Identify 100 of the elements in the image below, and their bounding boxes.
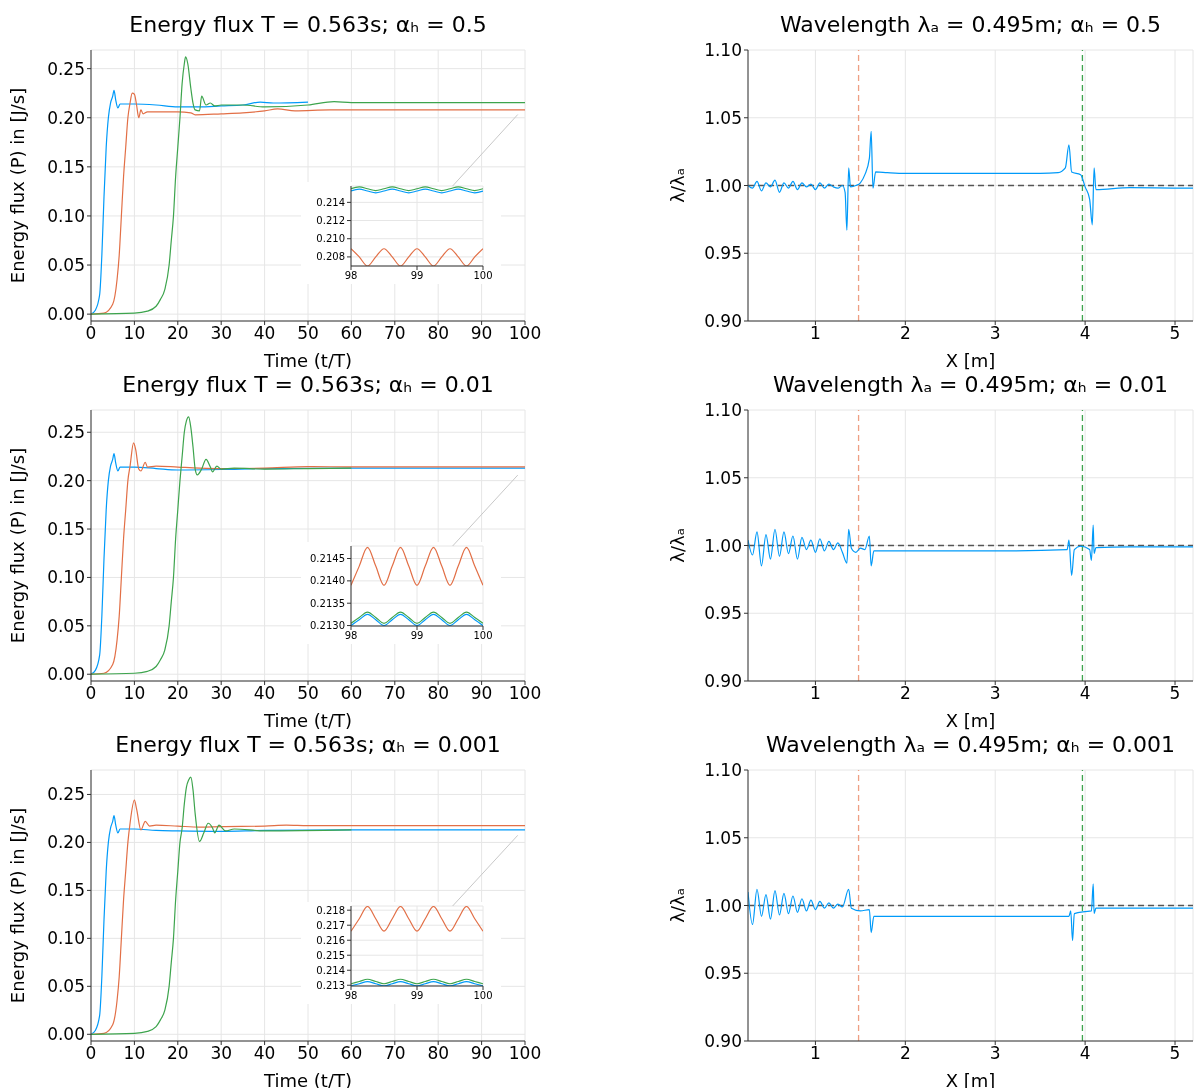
x-tick-label: 2: [899, 1043, 911, 1064]
x-tick-label: 30: [210, 683, 233, 704]
y-tick-label: 0.10: [47, 928, 85, 949]
y-axis-title: Energy flux (P) in [J/s]: [7, 87, 29, 284]
y-axis-title: Energy flux (P) in [J/s]: [7, 447, 29, 644]
y-tick-label: 0.00: [47, 664, 85, 685]
x-tick-label: 100: [473, 270, 493, 282]
x-tick-label: 100: [508, 683, 542, 704]
y-tick-label: 0.20: [47, 470, 85, 491]
x-axis-title: X [m]: [945, 350, 996, 371]
y-tick-label: 0.214: [316, 196, 345, 208]
y-tick-label: 0.10: [47, 205, 85, 226]
y-axis-title: λ/λₐ: [667, 168, 689, 203]
line-series: [748, 524, 1193, 576]
x-tick-label: 90: [470, 323, 493, 344]
y-tick-label: 0.20: [47, 107, 85, 128]
y-tick-label: 0.15: [47, 156, 85, 177]
y-tick-label: 0.95: [704, 963, 742, 984]
y-tick-label: 1.10: [704, 40, 742, 61]
y-tick-label: 1.10: [704, 400, 742, 421]
y-tick-label: 0.2145: [310, 553, 345, 565]
x-tick-label: 20: [166, 323, 189, 344]
x-tick-label: 5: [1169, 323, 1181, 344]
x-tick-label: 10: [123, 323, 146, 344]
x-tick-label: 70: [383, 683, 406, 704]
x-tick-label: 98: [344, 630, 358, 642]
y-tick-label: 0.95: [704, 603, 742, 624]
x-tick-label: 90: [470, 683, 493, 704]
y-axis-title: λ/λₐ: [667, 888, 689, 923]
chart-title: Energy flux T = 0.563s; αₕ = 0.001: [114, 732, 502, 757]
y-tick-label: 0.95: [704, 243, 742, 264]
y-tick-label: 1.00: [704, 895, 742, 916]
x-tick-label: 60: [340, 683, 363, 704]
x-tick-label: 4: [1079, 1043, 1091, 1064]
x-tick-label: 1: [810, 683, 821, 704]
x-tick-label: 0: [85, 1043, 97, 1064]
x-tick-label: 4: [1079, 323, 1091, 344]
y-tick-label: 0.25: [47, 58, 85, 79]
x-tick-label: 10: [123, 1043, 146, 1064]
y-tick-label: 0.217: [316, 919, 345, 931]
x-tick-label: 5: [1169, 1043, 1181, 1064]
y-tick-label: 0.00: [47, 304, 85, 325]
x-tick-label: 50: [297, 683, 319, 704]
x-tick-label: 50: [297, 323, 319, 344]
x-tick-label: 80: [427, 323, 450, 344]
x-tick-label: 3: [989, 323, 1001, 344]
x-tick-label: 40: [253, 1043, 276, 1064]
x-tick-label: 5: [1169, 683, 1181, 704]
y-tick-label: 0.15: [47, 519, 85, 540]
x-tick-label: 100: [508, 323, 542, 344]
y-axis-title: λ/λₐ: [667, 528, 689, 563]
y-tick-label: 0.208: [316, 251, 345, 263]
y-axis-title: Energy flux (P) in [J/s]: [7, 807, 29, 1004]
x-tick-label: 10: [123, 683, 146, 704]
x-axis-title: Time (t/T): [263, 710, 352, 731]
y-tick-label: 0.05: [47, 255, 85, 276]
y-tick-label: 0.210: [316, 233, 345, 245]
line-series: [91, 89, 309, 315]
chart-title: Energy flux T = 0.563s; αₕ = 0.01: [121, 372, 495, 397]
y-tick-label: 0.00: [47, 1024, 85, 1045]
y-tick-label: 0.90: [704, 671, 742, 692]
x-tick-label: 30: [210, 323, 233, 344]
x-tick-label: 99: [410, 990, 424, 1002]
y-tick-label: 0.90: [704, 1031, 742, 1052]
y-tick-label: 0.10: [47, 567, 85, 588]
y-tick-label: 0.15: [47, 880, 85, 901]
x-tick-label: 2: [899, 323, 911, 344]
chart-title: Wavelength λₐ = 0.495m; αₕ = 0.5: [778, 12, 1163, 37]
x-tick-label: 0: [85, 323, 97, 344]
x-tick-label: 3: [989, 683, 1001, 704]
y-tick-label: 1.05: [704, 467, 742, 488]
x-tick-label: 60: [340, 323, 363, 344]
y-tick-label: 1.05: [704, 107, 742, 128]
x-tick-label: 100: [508, 1043, 542, 1064]
y-tick-label: 0.2135: [310, 597, 345, 609]
y-tick-label: 0.25: [47, 422, 85, 443]
line-series: [748, 883, 1193, 942]
y-tick-label: 1.00: [704, 535, 742, 556]
x-tick-label: 99: [410, 630, 424, 642]
x-tick-label: 40: [253, 323, 276, 344]
y-tick-label: 0.25: [47, 784, 85, 805]
y-tick-label: 0.2130: [310, 620, 345, 632]
y-tick-label: 0.90: [704, 311, 742, 332]
y-tick-label: 0.05: [47, 615, 85, 636]
x-tick-label: 30: [210, 1043, 233, 1064]
x-tick-label: 2: [899, 683, 911, 704]
y-tick-label: 0.05: [47, 976, 85, 997]
x-tick-label: 0: [85, 683, 97, 704]
y-tick-label: 0.218: [316, 904, 345, 916]
y-tick-label: 0.214: [316, 964, 345, 976]
x-tick-label: 90: [470, 1043, 493, 1064]
x-tick-label: 99: [410, 270, 424, 282]
x-tick-label: 50: [297, 1043, 319, 1064]
chart-title: Wavelength λₐ = 0.495m; αₕ = 0.01: [771, 372, 1170, 397]
x-tick-label: 100: [473, 630, 493, 642]
y-tick-label: 0.216: [316, 934, 345, 946]
x-tick-label: 20: [166, 1043, 189, 1064]
y-tick-label: 1.05: [704, 827, 742, 848]
x-tick-label: 70: [383, 1043, 406, 1064]
x-tick-label: 1: [810, 323, 821, 344]
